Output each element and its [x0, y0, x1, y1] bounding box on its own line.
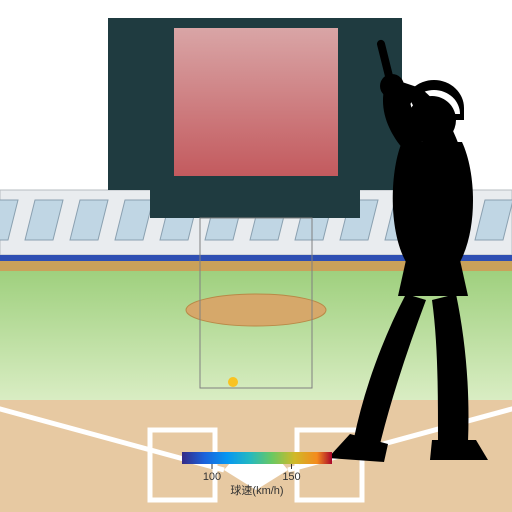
scoreboard-base	[150, 190, 360, 218]
speed-legend	[182, 452, 332, 464]
pitch-location-chart: 100 150球速(km/h)	[0, 0, 512, 512]
legend-tick-label: 100	[203, 471, 221, 483]
pitchers-mound	[186, 294, 326, 326]
chart-svg: 100 150球速(km/h)	[0, 0, 512, 512]
pitch-marker	[228, 377, 238, 387]
legend-title: 球速(km/h)	[230, 483, 283, 497]
legend-tick-label: 150	[282, 471, 300, 483]
scoreboard-screen	[174, 28, 338, 176]
